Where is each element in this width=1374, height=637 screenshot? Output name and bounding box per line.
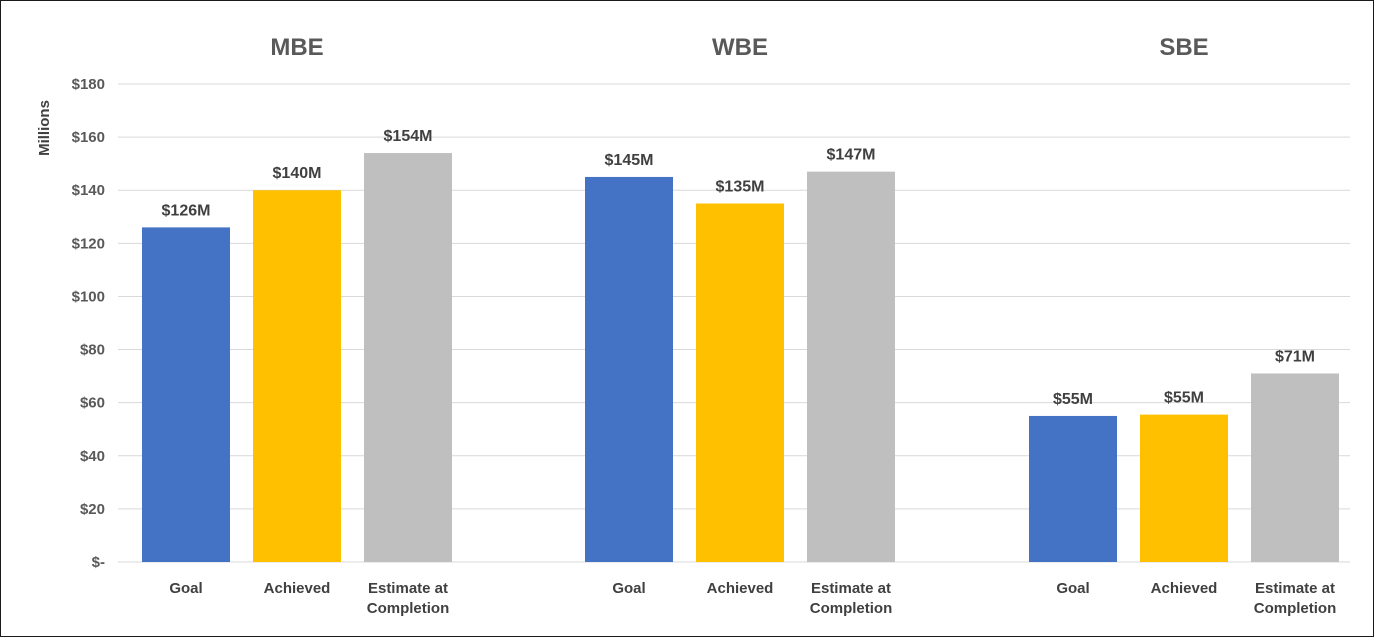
category-label: Achieved xyxy=(264,580,331,597)
category-label: Achieved xyxy=(1151,580,1218,597)
group-title: MBE xyxy=(270,34,323,61)
category-label: Goal xyxy=(612,580,645,597)
bar xyxy=(807,171,895,562)
data-label: $126M xyxy=(162,202,211,219)
bar xyxy=(696,203,784,562)
category-label: Goal xyxy=(169,580,202,597)
data-label: $140M xyxy=(273,165,322,182)
data-label: $71M xyxy=(1275,348,1315,365)
y-tick-label: $- xyxy=(92,554,105,571)
bar xyxy=(253,190,341,562)
group-title: SBE xyxy=(1159,34,1208,61)
y-tick-label: $40 xyxy=(80,448,105,465)
y-tick-label: $120 xyxy=(72,235,105,252)
category-label: Estimate at xyxy=(811,580,891,597)
y-tick-label: $140 xyxy=(72,182,105,199)
y-tick-label: $20 xyxy=(80,501,105,518)
data-label: $145M xyxy=(605,152,654,169)
y-axis-ticks: $- $20 $40 $60 $80 $100 $120 $140 $160 $180 xyxy=(72,76,105,571)
bar xyxy=(1029,415,1117,562)
group-title: WBE xyxy=(712,34,768,61)
data-label: $147M xyxy=(827,147,876,164)
bar xyxy=(142,227,230,562)
bar xyxy=(364,153,452,563)
bars: $126M $140M $154M $145M $135M $147M $55M $55M $7… xyxy=(142,128,1339,563)
category-label: Goal xyxy=(1056,580,1089,597)
data-label: $55M xyxy=(1053,391,1093,408)
bar xyxy=(585,176,673,562)
y-tick-label: $180 xyxy=(72,76,105,93)
category-label: Completion xyxy=(810,600,893,617)
bar xyxy=(1140,414,1228,562)
y-tick-label: $60 xyxy=(80,395,105,412)
category-label: Achieved xyxy=(707,580,774,597)
bar xyxy=(1251,373,1339,562)
category-label: Estimate at xyxy=(1255,580,1335,597)
y-tick-label: $100 xyxy=(72,288,105,305)
category-label: Completion xyxy=(367,600,450,617)
group-titles: MBE WBE SBE xyxy=(270,34,1208,61)
y-tick-label: $160 xyxy=(72,129,105,146)
y-tick-label: $80 xyxy=(80,342,105,359)
data-label: $154M xyxy=(384,128,433,145)
data-label: $135M xyxy=(716,179,765,196)
data-label: $55M xyxy=(1164,390,1204,407)
y-axis-label: Millions xyxy=(36,100,53,156)
category-labels: Goal Achieved Estimate at Completion Goal Ach… xyxy=(169,580,1336,617)
category-label: Completion xyxy=(1254,600,1337,617)
category-label: Estimate at xyxy=(368,580,448,597)
